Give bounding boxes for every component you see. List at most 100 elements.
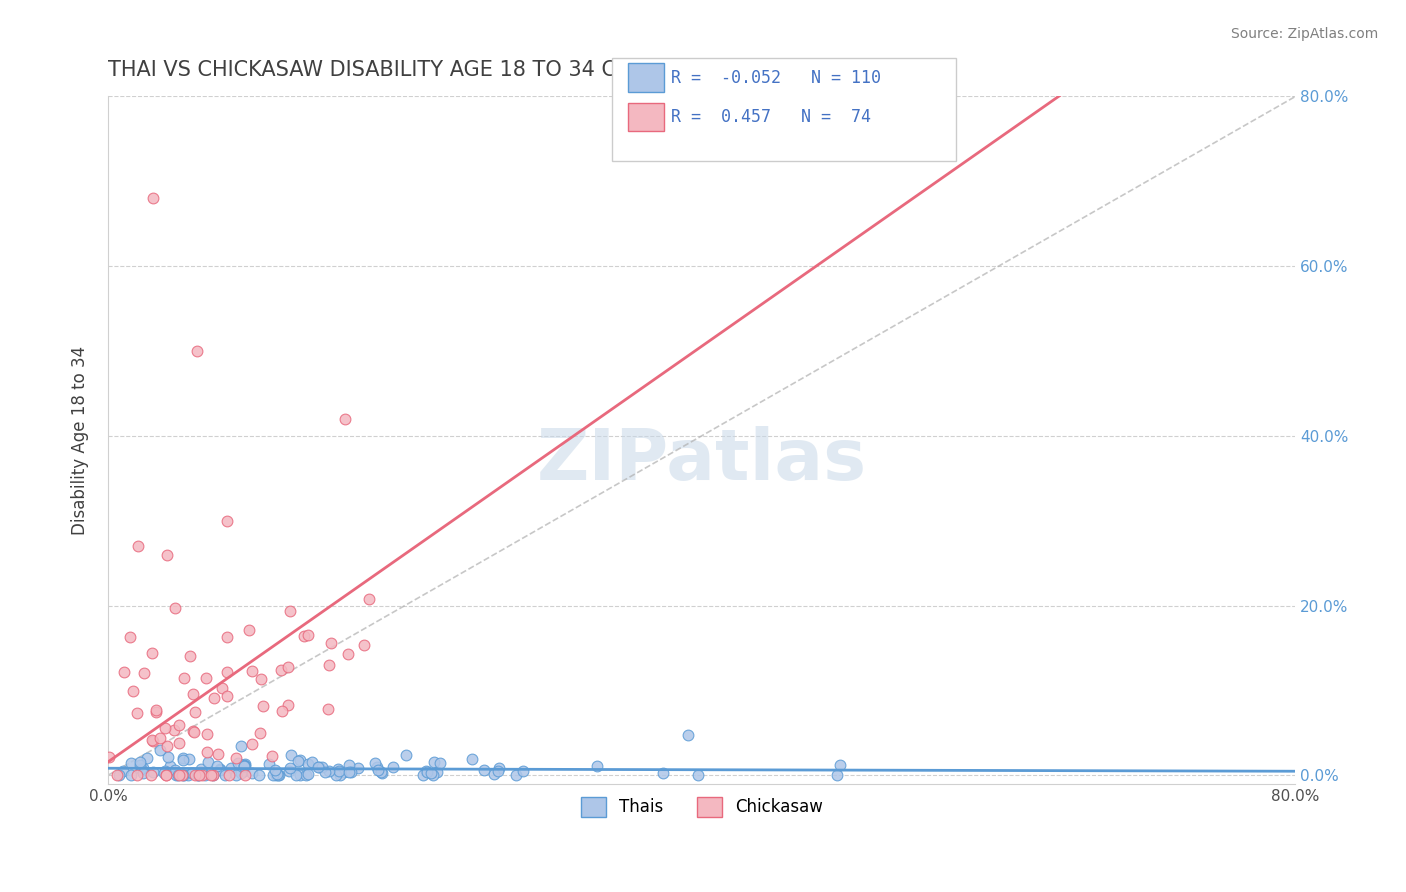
Chickasaw	[190, 768, 212, 782]
Chickasaw	[211, 681, 233, 695]
Thais	[382, 760, 405, 774]
Chickasaw	[201, 768, 224, 782]
Thais	[173, 768, 195, 782]
Thais	[187, 768, 209, 782]
Thais	[181, 766, 204, 780]
Thais	[340, 764, 363, 779]
Text: R =  0.457   N =  74: R = 0.457 N = 74	[671, 108, 870, 126]
Chickasaw	[316, 701, 339, 715]
Chickasaw	[260, 749, 283, 764]
Thais	[187, 768, 209, 782]
Thais	[297, 757, 319, 772]
Chickasaw	[155, 768, 177, 782]
Chickasaw	[153, 721, 176, 735]
Chickasaw	[120, 630, 142, 644]
Chickasaw	[337, 647, 360, 661]
Thais	[207, 759, 229, 773]
Thais	[167, 768, 190, 782]
Thais	[416, 764, 439, 779]
Thais	[266, 766, 288, 780]
Thais	[240, 765, 263, 780]
Chickasaw	[195, 727, 218, 741]
Chickasaw	[127, 768, 149, 782]
Thais	[120, 756, 142, 771]
Thais	[108, 768, 131, 782]
Thais	[288, 753, 311, 767]
Thais	[422, 768, 444, 782]
Thais	[179, 752, 201, 766]
Thais	[233, 756, 256, 771]
Thais	[415, 764, 437, 779]
Text: THAI VS CHICKASAW DISABILITY AGE 18 TO 34 CORRELATION CHART: THAI VS CHICKASAW DISABILITY AGE 18 TO 3…	[108, 60, 827, 79]
Chickasaw	[252, 698, 274, 713]
Thais	[142, 765, 165, 780]
Thais	[488, 761, 510, 775]
Thais	[474, 763, 496, 777]
Thais	[197, 755, 219, 769]
Chickasaw	[292, 630, 315, 644]
Thais	[311, 760, 333, 774]
Chickasaw	[184, 768, 207, 782]
Thais	[827, 768, 849, 782]
Chickasaw	[278, 604, 301, 618]
Thais	[367, 764, 389, 778]
Chickasaw	[127, 539, 149, 553]
Thais	[420, 766, 443, 780]
Thais	[288, 768, 311, 782]
Chickasaw	[173, 671, 195, 685]
Thais	[132, 761, 155, 775]
Chickasaw	[112, 665, 135, 679]
Chickasaw	[139, 768, 162, 782]
Thais	[208, 763, 231, 777]
Thais	[426, 765, 449, 780]
Thais	[221, 761, 243, 775]
Thais	[132, 766, 155, 780]
Thais	[429, 756, 451, 770]
Chickasaw	[169, 736, 191, 750]
Chickasaw	[238, 624, 260, 638]
Thais	[214, 768, 236, 782]
Chickasaw	[186, 343, 208, 358]
Chickasaw	[127, 706, 149, 721]
Thais	[364, 756, 387, 770]
Thais	[233, 758, 256, 772]
Chickasaw	[215, 630, 238, 644]
Chickasaw	[132, 666, 155, 681]
Y-axis label: Disability Age 18 to 34: Disability Age 18 to 34	[72, 345, 89, 534]
Chickasaw	[141, 733, 163, 747]
Chickasaw	[169, 718, 191, 732]
Thais	[284, 768, 307, 782]
Thais	[686, 768, 709, 782]
Thais	[461, 752, 484, 766]
Chickasaw	[163, 601, 186, 615]
Thais	[301, 755, 323, 769]
Thais	[233, 759, 256, 773]
Thais	[318, 764, 340, 779]
Chickasaw	[359, 591, 381, 606]
Chickasaw	[277, 698, 299, 712]
Chickasaw	[187, 768, 209, 782]
Chickasaw	[249, 672, 271, 686]
Thais	[129, 757, 152, 772]
Thais	[149, 743, 172, 757]
Chickasaw	[218, 768, 240, 782]
Chickasaw	[240, 664, 263, 678]
Chickasaw	[194, 672, 217, 686]
Thais	[165, 763, 187, 777]
Chickasaw	[105, 768, 128, 782]
Thais	[159, 759, 181, 773]
Thais	[280, 747, 302, 762]
Chickasaw	[163, 723, 186, 738]
Thais	[249, 768, 271, 782]
Chickasaw	[195, 745, 218, 759]
Thais	[129, 755, 152, 769]
Thais	[337, 757, 360, 772]
Thais	[267, 768, 290, 782]
Thais	[314, 765, 336, 780]
Chickasaw	[181, 687, 204, 701]
Thais	[166, 768, 188, 782]
Thais	[172, 750, 194, 764]
Thais	[264, 768, 287, 782]
Thais	[325, 768, 347, 782]
Chickasaw	[225, 751, 247, 765]
